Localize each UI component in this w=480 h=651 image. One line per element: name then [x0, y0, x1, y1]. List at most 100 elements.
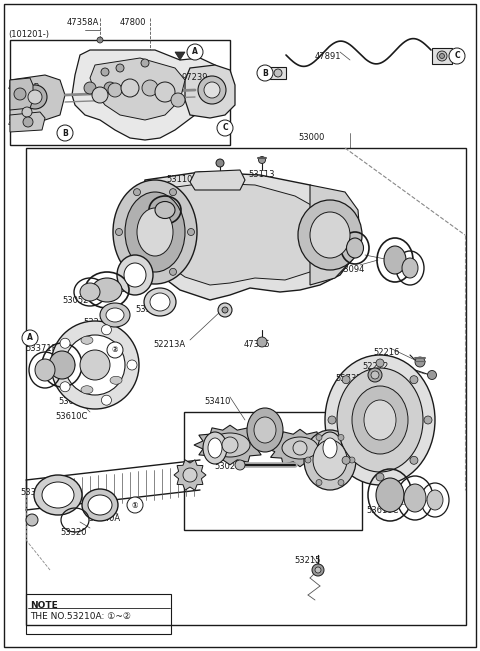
Polygon shape: [194, 425, 266, 465]
Circle shape: [328, 416, 336, 424]
Text: 53053: 53053: [115, 285, 142, 294]
Circle shape: [142, 80, 158, 96]
Circle shape: [141, 59, 149, 67]
Ellipse shape: [113, 180, 197, 284]
Text: 53610C: 53610C: [55, 412, 87, 421]
Text: 53236: 53236: [83, 318, 109, 327]
Circle shape: [65, 335, 125, 395]
Circle shape: [101, 325, 111, 335]
Ellipse shape: [376, 478, 404, 512]
Circle shape: [133, 189, 141, 196]
Ellipse shape: [125, 192, 185, 272]
Circle shape: [217, 120, 233, 136]
Text: 53086: 53086: [366, 400, 393, 409]
Text: 53325: 53325: [20, 488, 47, 497]
Ellipse shape: [81, 337, 93, 344]
Circle shape: [127, 497, 143, 513]
Polygon shape: [175, 52, 185, 60]
Ellipse shape: [100, 303, 130, 327]
Polygon shape: [174, 460, 206, 490]
Ellipse shape: [313, 440, 347, 480]
Ellipse shape: [150, 293, 170, 311]
Circle shape: [171, 93, 185, 107]
Circle shape: [187, 44, 203, 60]
Circle shape: [121, 79, 139, 97]
Ellipse shape: [82, 489, 118, 521]
Circle shape: [22, 107, 32, 117]
Text: 53040A: 53040A: [88, 514, 120, 523]
Polygon shape: [10, 75, 65, 120]
Circle shape: [449, 48, 465, 64]
Circle shape: [108, 83, 122, 97]
Ellipse shape: [34, 475, 82, 515]
Ellipse shape: [124, 263, 146, 287]
Circle shape: [183, 468, 197, 482]
Ellipse shape: [254, 417, 276, 443]
Text: THE NO.53210A: ①~②: THE NO.53210A: ①~②: [30, 612, 131, 621]
Polygon shape: [148, 183, 330, 285]
Text: 53320A: 53320A: [135, 305, 167, 314]
Text: B: B: [262, 68, 268, 77]
Ellipse shape: [310, 212, 350, 258]
Polygon shape: [190, 170, 245, 190]
Circle shape: [133, 268, 141, 275]
Circle shape: [51, 321, 139, 409]
Text: 52212: 52212: [362, 362, 388, 371]
Circle shape: [23, 117, 33, 127]
Bar: [10, 40, 230, 145]
Text: 52213A: 52213A: [153, 340, 185, 349]
Text: C: C: [454, 51, 460, 61]
Bar: [184, 412, 362, 530]
Polygon shape: [185, 65, 235, 118]
Ellipse shape: [117, 255, 153, 295]
Text: 53110B: 53110B: [166, 175, 198, 184]
Circle shape: [415, 357, 425, 367]
Text: 46784A: 46784A: [8, 119, 40, 128]
Ellipse shape: [88, 495, 112, 515]
Circle shape: [235, 460, 245, 470]
Circle shape: [316, 480, 322, 486]
Polygon shape: [138, 172, 355, 300]
Ellipse shape: [144, 288, 176, 316]
Bar: [270, 67, 286, 79]
Ellipse shape: [81, 386, 93, 394]
Ellipse shape: [210, 433, 250, 457]
Circle shape: [104, 82, 116, 94]
Bar: [26, 148, 466, 625]
Text: 55732: 55732: [335, 374, 361, 383]
Circle shape: [338, 480, 344, 486]
Text: 47800: 47800: [120, 18, 146, 27]
Ellipse shape: [282, 437, 318, 459]
Text: B: B: [62, 128, 68, 137]
Ellipse shape: [49, 351, 75, 379]
Polygon shape: [90, 58, 185, 120]
Ellipse shape: [347, 238, 363, 258]
Circle shape: [305, 457, 311, 463]
Text: 53371B: 53371B: [25, 344, 58, 353]
Circle shape: [22, 330, 38, 346]
Text: 53352: 53352: [281, 233, 308, 242]
Circle shape: [57, 125, 73, 141]
Text: 53113: 53113: [248, 170, 275, 179]
Text: 53094: 53094: [338, 265, 364, 274]
Ellipse shape: [110, 376, 122, 384]
Circle shape: [437, 51, 447, 61]
Circle shape: [376, 473, 384, 481]
Text: ②: ②: [112, 346, 118, 355]
Ellipse shape: [364, 400, 396, 440]
Text: 53215: 53215: [294, 556, 320, 565]
Circle shape: [60, 339, 70, 348]
Ellipse shape: [325, 355, 435, 485]
Text: 47353B: 47353B: [8, 83, 40, 92]
Ellipse shape: [427, 490, 443, 510]
Circle shape: [80, 350, 110, 380]
Circle shape: [101, 68, 109, 76]
Circle shape: [338, 434, 344, 441]
Ellipse shape: [404, 484, 426, 512]
Ellipse shape: [155, 202, 175, 219]
Circle shape: [188, 229, 194, 236]
Text: A: A: [27, 333, 33, 342]
Text: 53000: 53000: [298, 133, 324, 142]
Ellipse shape: [323, 438, 337, 458]
Circle shape: [60, 381, 70, 392]
